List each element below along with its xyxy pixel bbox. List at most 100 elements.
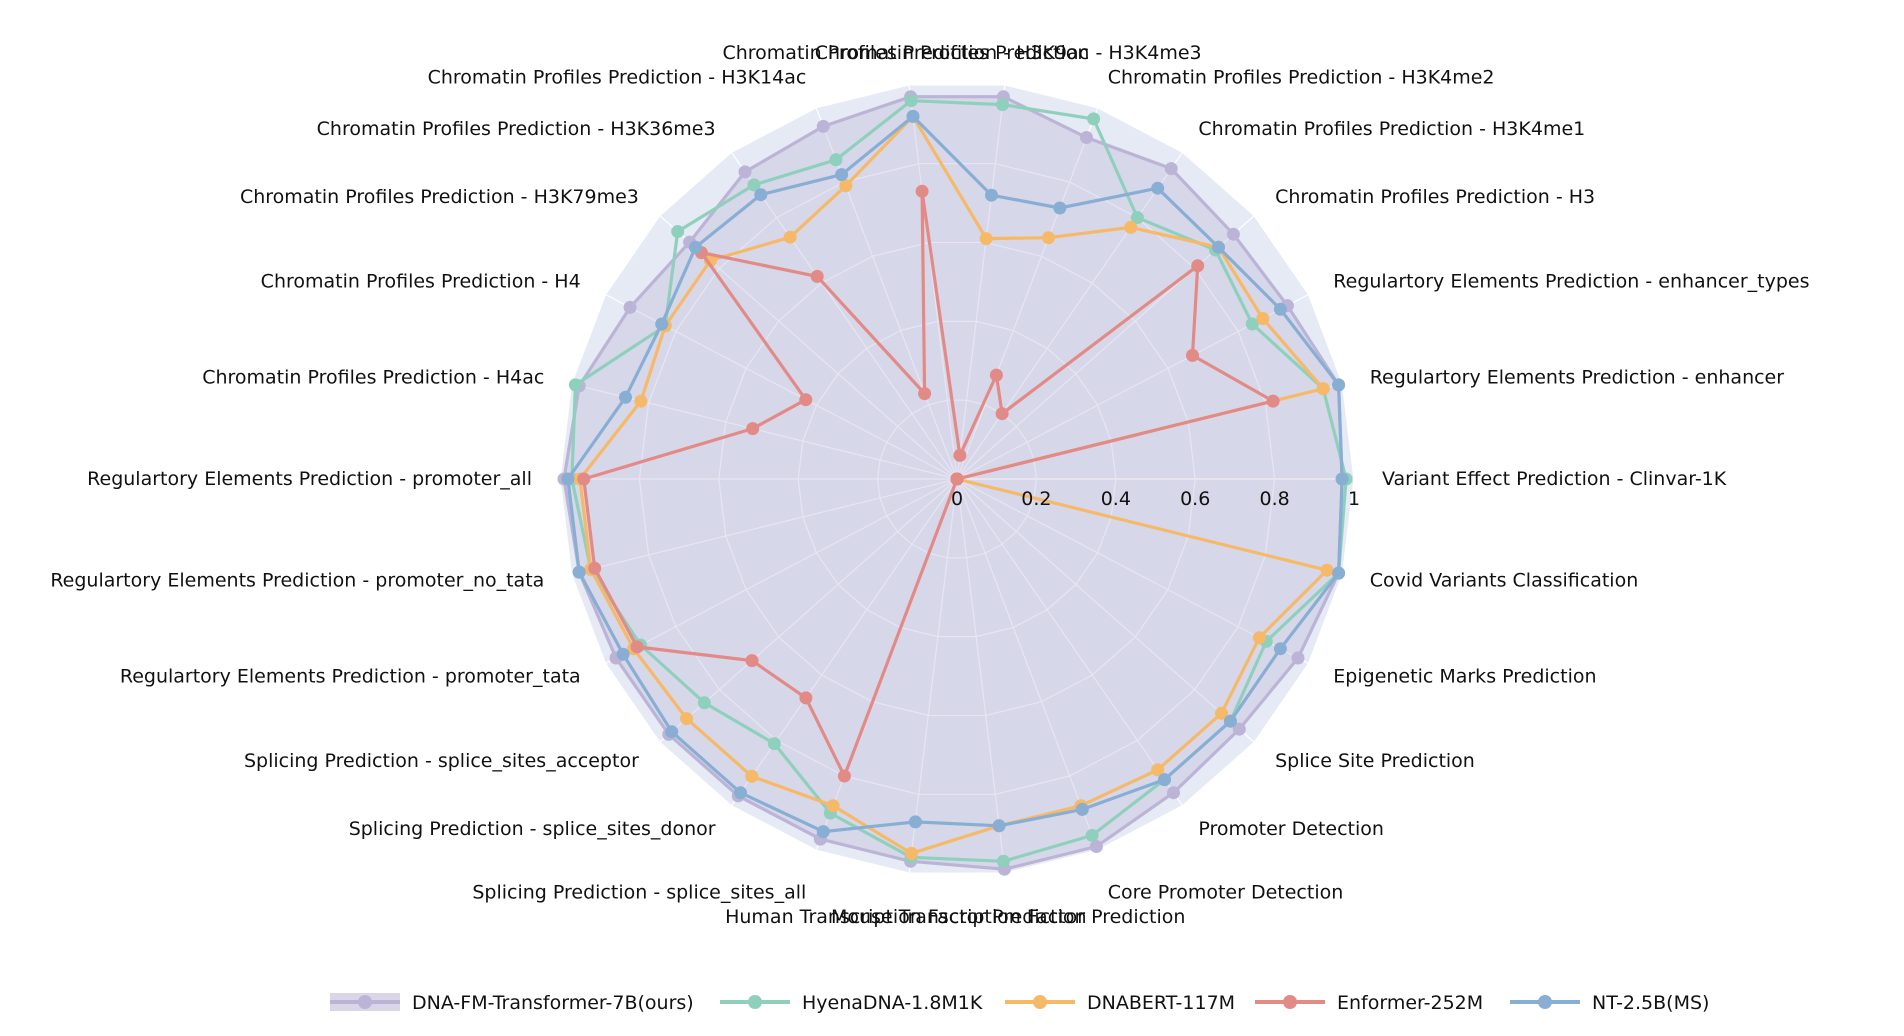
- legend: DNA-FM-Transformer-7B(ours) HyenaDNA-1.8M…: [330, 992, 1709, 1014]
- series-point: [623, 300, 637, 314]
- series-point: [1226, 227, 1240, 241]
- series-point: [1320, 563, 1334, 577]
- grid-spoke: [956, 478, 1099, 851]
- series-point: [905, 846, 918, 860]
- series-point: [745, 769, 759, 783]
- grid-spoke: [956, 107, 1099, 480]
- series-point: [689, 240, 702, 254]
- series-point: [816, 825, 830, 839]
- series-3: [577, 184, 1280, 783]
- series-point: [1273, 302, 1287, 316]
- grid-spoke: [571, 478, 958, 575]
- series-point: [671, 225, 685, 238]
- legend-swatch-marker: [1538, 995, 1552, 1009]
- radial-tick-label: 0.2: [1021, 488, 1051, 510]
- series-point: [1087, 112, 1101, 126]
- axis-label: Chromatin Profiles Prediction - H3K4me2: [1108, 67, 1495, 89]
- series-point: [950, 472, 964, 486]
- series-point: [985, 188, 998, 202]
- series-point: [1042, 231, 1055, 245]
- series-point: [837, 769, 851, 783]
- radar-series: [557, 90, 1353, 876]
- axis-label: Regulartory Elements Prediction - promot…: [50, 570, 544, 592]
- axis-label: Splicing Prediction - splice_sites_donor: [349, 818, 716, 840]
- radial-tick-label: 0: [951, 488, 963, 510]
- series-point: [816, 119, 830, 133]
- legend-item[interactable]: Enformer-252M: [1255, 992, 1483, 1014]
- series-point: [1151, 181, 1165, 195]
- series-point: [1089, 840, 1103, 853]
- series-point: [915, 184, 929, 198]
- axis-label: Promoter Detection: [1198, 818, 1384, 840]
- axis-label: Splicing Prediction - splice_sites_all: [472, 881, 806, 903]
- series-point: [1245, 317, 1259, 331]
- grid-spoke: [956, 478, 1309, 665]
- series-point: [1252, 631, 1266, 645]
- grid-spoke: [731, 478, 958, 807]
- series-point: [697, 696, 711, 710]
- series-point: [1273, 642, 1287, 656]
- series-point: [1191, 259, 1205, 273]
- series-point: [1080, 131, 1093, 144]
- series-point: [783, 230, 797, 244]
- radial-tick-label: 1: [1348, 488, 1360, 510]
- axis-label: Chromatin Profiles Prediction - H3: [1275, 186, 1595, 208]
- legend-label: DNABERT-117M: [1087, 992, 1235, 1014]
- series-point: [1130, 211, 1144, 225]
- series-point: [1223, 714, 1237, 728]
- series-point: [996, 98, 1009, 112]
- series-point: [1232, 722, 1246, 736]
- axis-label: Core Promoter Detection: [1108, 881, 1344, 903]
- legend-item[interactable]: HyenaDNA-1.8M1K: [720, 992, 983, 1014]
- series-point: [630, 640, 644, 654]
- grid-spoke: [956, 151, 1183, 480]
- axis-label: Regulartory Elements Prediction - promot…: [120, 666, 581, 688]
- legend-swatch-marker: [1283, 995, 1297, 1009]
- series-point: [826, 799, 840, 813]
- series-point: [767, 737, 781, 751]
- grid-spoke: [605, 478, 958, 665]
- series-point: [829, 153, 843, 167]
- series-point: [734, 786, 747, 800]
- series-point: [835, 168, 849, 182]
- series-point: [665, 725, 679, 739]
- series-point: [572, 565, 586, 579]
- legend-item[interactable]: DNA-FM-Transformer-7B(ours): [330, 992, 694, 1014]
- series-point: [995, 407, 1009, 421]
- series-point: [904, 94, 918, 108]
- axis-label: Chromatin Profiles Prediction - H3K4me1: [1198, 118, 1585, 140]
- legend-label: NT-2.5B(MS): [1592, 992, 1709, 1014]
- series-point: [1332, 378, 1346, 392]
- series-point: [1186, 348, 1199, 362]
- axis-label: Mouse Transcription Factor Prediction: [831, 906, 1186, 928]
- series-point: [906, 109, 920, 123]
- series-point: [839, 179, 853, 193]
- series-point: [1335, 472, 1349, 486]
- series-point: [1124, 220, 1138, 234]
- grid-spoke: [731, 151, 958, 480]
- grid-spoke: [956, 478, 1255, 743]
- axis-label: Chromatin Profiles Prediction - H3K14ac: [428, 67, 807, 89]
- series-point: [989, 368, 1003, 382]
- series-point: [577, 472, 591, 486]
- series-point: [1215, 706, 1228, 720]
- series-point: [996, 854, 1010, 868]
- legend-swatch-marker: [748, 995, 762, 1009]
- grid-spoke: [908, 478, 958, 874]
- axis-label: Chromatin Profiles Prediction - H3K4me3: [815, 42, 1202, 64]
- series-point: [738, 165, 752, 179]
- axis-label: Variant Effect Prediction - Clinvar-1K: [1382, 468, 1727, 490]
- grid-spoke: [956, 478, 1006, 874]
- axis-label: Splicing Prediction - splice_sites_accep…: [244, 750, 639, 772]
- series-point: [1291, 651, 1305, 665]
- radial-tick-label: 0.6: [1180, 488, 1210, 510]
- series-point: [1164, 162, 1178, 176]
- legend-item[interactable]: DNABERT-117M: [1005, 992, 1235, 1014]
- legend-item[interactable]: NT-2.5B(MS): [1510, 992, 1709, 1014]
- axis-label: Chromatin Profiles Prediction - H3K36me3: [317, 118, 716, 140]
- axis-label: Epigenetic Marks Prediction: [1333, 666, 1596, 688]
- radial-tick-label: 0.8: [1259, 488, 1289, 510]
- axis-label: Chromatin Profiles Prediction - H4: [261, 271, 581, 293]
- grid-spoke: [956, 478, 1183, 807]
